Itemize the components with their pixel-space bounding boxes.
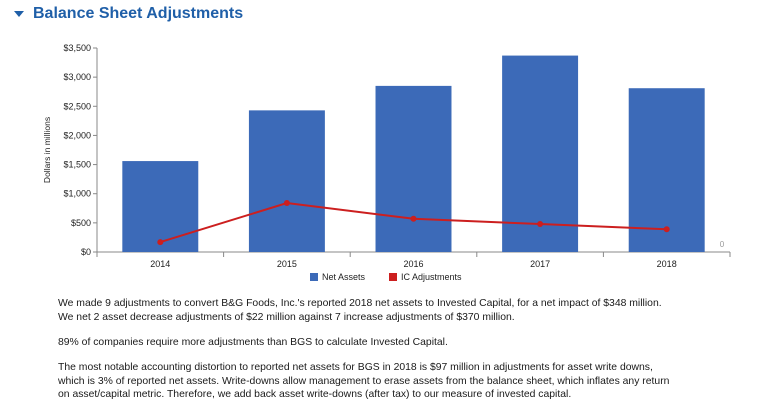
point-ic-adjustments bbox=[157, 239, 164, 246]
paragraph-adjustments: We made 9 adjustments to convert B&G Foo… bbox=[58, 297, 758, 324]
y-tick-label: $0 bbox=[81, 247, 91, 257]
balance-sheet-chart: $0 $500 $1,000 $1,500 $2,000 $2,500 $3,000 $3,5… bbox=[42, 43, 731, 282]
bar-net-assets bbox=[502, 55, 579, 252]
y-tick-label: $500 bbox=[71, 218, 91, 228]
bar-net-assets bbox=[628, 88, 705, 252]
section-header[interactable]: Balance Sheet Adjustments bbox=[10, 4, 243, 24]
corner-label: 0 bbox=[720, 240, 725, 249]
paragraph-line: which is 3% of reported net assets. Writ… bbox=[58, 375, 670, 387]
bar-net-assets bbox=[122, 161, 199, 252]
point-ic-adjustments bbox=[283, 200, 290, 207]
legend-label: IC Adjustments bbox=[401, 272, 462, 282]
x-tick-label: 2015 bbox=[277, 259, 297, 269]
paragraph-line: We made 9 adjustments to convert B&G Foo… bbox=[58, 298, 662, 309]
y-tick-label: $2,000 bbox=[63, 130, 91, 140]
x-tick-label: 2017 bbox=[530, 259, 550, 269]
legend-label: Net Assets bbox=[322, 272, 366, 282]
y-tick-label: $2,500 bbox=[63, 101, 91, 111]
x-tick-label: 2014 bbox=[150, 259, 170, 269]
paragraph-line: 89% of companies require more adjustment… bbox=[58, 337, 448, 348]
paragraph-line: We net 2 asset decrease adjustments of $… bbox=[58, 311, 515, 323]
x-tick-label: 2018 bbox=[657, 259, 677, 269]
y-axis-label: Dollars in millions bbox=[42, 117, 52, 183]
y-tick-label: $1,000 bbox=[63, 189, 91, 199]
paragraph-line: The most notable accounting distortion t… bbox=[58, 362, 653, 373]
point-ic-adjustments bbox=[537, 221, 544, 228]
legend-swatch bbox=[389, 273, 397, 281]
bar-net-assets bbox=[375, 85, 452, 252]
paragraph-line: on asset/capital metric. Therefore, we a… bbox=[58, 389, 572, 400]
legend-swatch bbox=[310, 273, 318, 281]
paragraph-distortion: The most notable accounting distortion t… bbox=[58, 361, 758, 402]
paragraph-comparison: 89% of companies require more adjustment… bbox=[58, 336, 758, 350]
y-tick-label: $1,500 bbox=[63, 160, 91, 170]
section-title: Balance Sheet Adjustments bbox=[33, 5, 244, 22]
x-tick-label: 2016 bbox=[403, 259, 423, 269]
caret-down-icon[interactable] bbox=[14, 11, 24, 17]
y-tick-label: $3,500 bbox=[63, 43, 91, 53]
bar-net-assets bbox=[248, 110, 325, 252]
y-tick-label: $3,000 bbox=[63, 72, 91, 82]
point-ic-adjustments bbox=[663, 226, 670, 233]
point-ic-adjustments bbox=[410, 215, 417, 222]
